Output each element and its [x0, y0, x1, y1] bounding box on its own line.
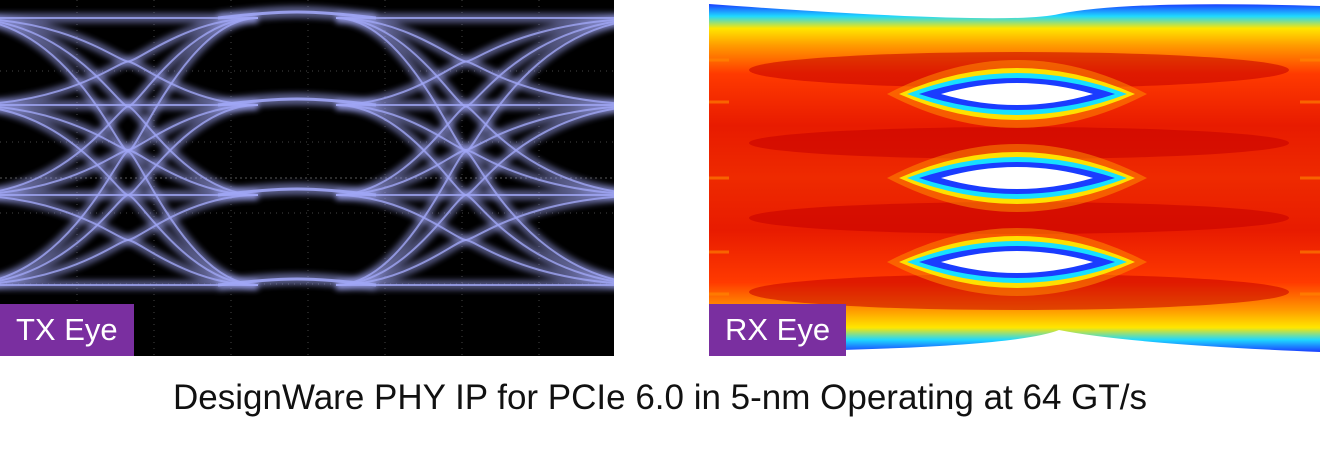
- eye-trace: [0, 104, 259, 282]
- eye-trace: [217, 277, 377, 287]
- tx-eye-diagram: TX Eye: [0, 0, 614, 356]
- eye-opening: [941, 167, 1093, 189]
- rx-eye-label: RX Eye: [709, 304, 847, 356]
- eye-trace: [0, 17, 259, 280]
- eye-trace: [335, 20, 614, 196]
- eye-trace: [335, 105, 614, 196]
- eye-trace: [0, 194, 259, 284]
- eye-trace: [217, 10, 377, 20]
- eye-opening: [941, 83, 1093, 105]
- eye-trace: [0, 104, 259, 194]
- caption: DesignWare PHY IP for PCIe 6.0 in 5-nm O…: [173, 378, 1147, 417]
- rx-eye-diagram: RX Eye: [709, 0, 1320, 356]
- eye-trace: [0, 17, 259, 104]
- rx-eye-plot: [709, 4, 1320, 352]
- eye-trace: [335, 107, 614, 286]
- eye-trace: [335, 22, 614, 286]
- eye-trace: [335, 18, 614, 106]
- eye-trace: [217, 97, 377, 107]
- tx-eye-label: TX Eye: [0, 304, 134, 356]
- tx-eye-plot: [0, 0, 614, 356]
- eye-trace: [217, 187, 377, 197]
- eye-trace: [335, 195, 614, 286]
- eye-opening: [941, 251, 1093, 273]
- eye-trace: [0, 17, 259, 192]
